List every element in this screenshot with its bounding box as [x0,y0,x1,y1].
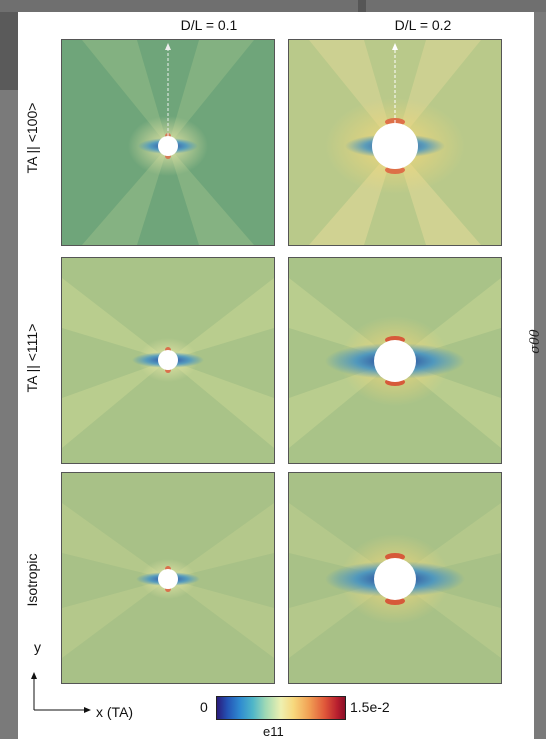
background-block [0,12,18,90]
colorbar [216,696,346,720]
row-label-ta-111: TA || <111> [24,323,40,393]
colorbar-max-label: 1.5e-2 [350,699,390,715]
panel-ta100-dl02-field [289,40,501,245]
hole [158,350,178,370]
panel-isotropic-dl01 [61,472,275,684]
panel-isotropic-dl02 [288,472,502,684]
panel-ta111-dl01 [61,257,275,464]
strain-field-figure: D/L = 0.1 D/L = 0.2 TA || <100> TA || <1… [18,12,543,739]
sigma-theta-theta-label: σθθ [527,329,543,354]
panel-ta100-dl02 [288,39,502,246]
hole [372,123,418,169]
hole [158,569,178,589]
panel-isotropic-dl01-field [62,473,274,683]
axis-y-label: y [34,639,41,655]
axis-x-label: x (TA) [96,704,134,720]
panel-ta111-dl02 [288,257,502,464]
hole [374,558,416,600]
hole [158,136,178,156]
panel-ta100-dl01 [61,39,275,246]
background-strip [0,0,546,12]
colorbar-min-label: 0 [200,699,208,715]
panel-isotropic-dl02-field [289,473,501,683]
panel-ta111-dl02-field [289,258,501,463]
hole [374,340,416,382]
row-label-ta-100: TA || <100> [24,102,40,174]
panel-ta111-dl01-field [62,258,274,463]
column-header-dl-0-2: D/L = 0.2 [394,17,452,33]
column-header-dl-0-1: D/L = 0.1 [180,17,238,33]
panel-ta100-dl01-field [62,40,274,245]
background-notch [358,0,366,12]
colorbar-title: e11 [263,724,284,739]
axis-arrows [31,672,91,713]
